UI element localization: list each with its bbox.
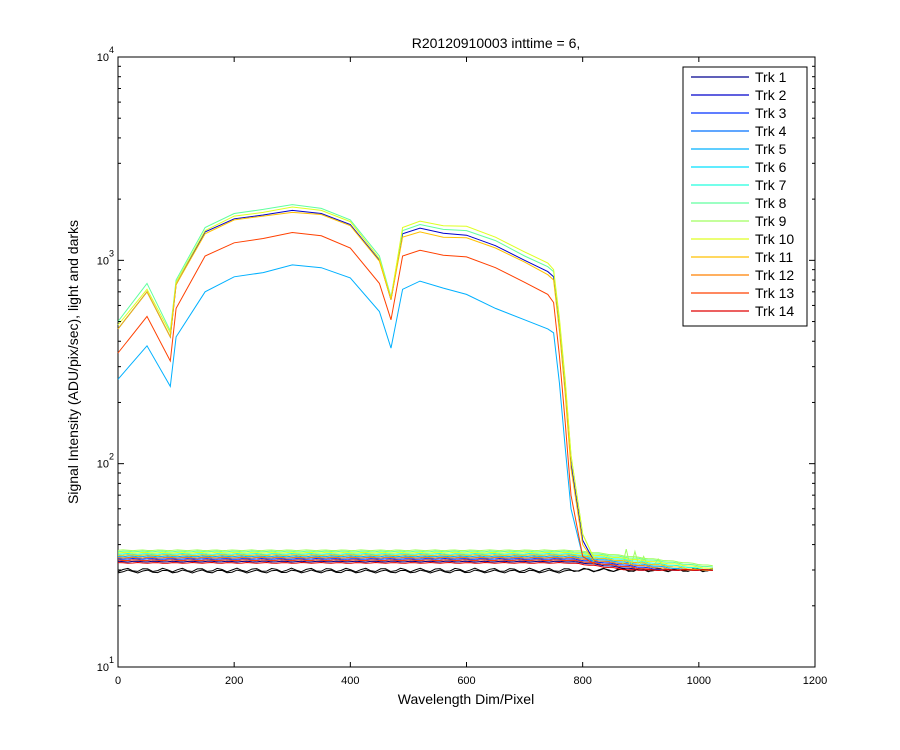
legend-label: Trk 11 bbox=[755, 249, 793, 265]
light-series-line bbox=[117, 206, 595, 560]
dark-series-line bbox=[117, 551, 713, 569]
y-axis-title: Signal Intensity (ADU/pix/sec), light an… bbox=[65, 220, 81, 504]
legend-label: Trk 14 bbox=[755, 303, 794, 319]
dark-series-line bbox=[117, 556, 713, 571]
legend-label: Trk 1 bbox=[755, 69, 787, 85]
x-tick-label: 800 bbox=[573, 675, 591, 687]
dark-floor-line bbox=[117, 567, 714, 574]
legend-label: Trk 5 bbox=[755, 141, 787, 157]
spectral-spike bbox=[630, 549, 639, 565]
legend-label: Trk 9 bbox=[755, 213, 787, 229]
dark-series-line bbox=[117, 555, 713, 571]
x-tick-label: 1000 bbox=[687, 675, 711, 687]
y-tick-label: 103 bbox=[97, 248, 114, 267]
y-tick-base: 10 bbox=[97, 662, 109, 674]
legend-label: Trk 13 bbox=[755, 285, 794, 301]
y-tick-exponent: 1 bbox=[109, 655, 114, 665]
legend-label: Trk 7 bbox=[755, 177, 787, 193]
x-tick-label: 600 bbox=[457, 675, 475, 687]
legend-items: Trk 1 Trk 2 Trk 3 Trk 4 Trk 5 Trk 6 Trk 7 Trk 8… bbox=[691, 69, 794, 319]
y-tick-exponent: 4 bbox=[109, 45, 114, 55]
spectral-spike bbox=[654, 558, 663, 565]
x-tick-label: 400 bbox=[341, 675, 359, 687]
y-tick-label: 104 bbox=[97, 45, 114, 64]
dark-series-line bbox=[117, 559, 713, 571]
legend-label: Trk 3 bbox=[755, 105, 787, 121]
y-tick-exponent: 3 bbox=[109, 248, 114, 258]
legend-label: Trk 2 bbox=[755, 87, 787, 103]
spectral-spike bbox=[639, 555, 648, 565]
legend-label: Trk 6 bbox=[755, 159, 787, 175]
x-tick-label: 0 bbox=[115, 675, 121, 687]
dark-series-line bbox=[117, 550, 713, 568]
legend-box bbox=[682, 66, 808, 327]
series-group bbox=[117, 204, 714, 574]
dark-series-line bbox=[117, 557, 713, 571]
light-series-line bbox=[117, 264, 595, 563]
legend-label: Trk 12 bbox=[755, 267, 794, 283]
y-tick-label: 101 bbox=[97, 655, 114, 674]
dark-series-line bbox=[117, 554, 713, 571]
legend: Trk 1 Trk 2 Trk 3 Trk 4 Trk 5 Trk 6 Trk 7 Trk 8… bbox=[682, 66, 808, 327]
legend-label: Trk 4 bbox=[755, 123, 787, 139]
y-tick-exponent: 2 bbox=[109, 452, 114, 462]
y-tick-base: 10 bbox=[97, 255, 109, 267]
dark-series-line bbox=[117, 561, 713, 571]
dark-series-line bbox=[117, 560, 713, 571]
dark-series-line bbox=[117, 549, 713, 567]
x-axis-title: Wavelength Dim/Pixel bbox=[398, 691, 534, 707]
x-tick-label: 200 bbox=[225, 675, 243, 687]
legend-label: Trk 10 bbox=[755, 231, 794, 247]
y-tick-label: 102 bbox=[97, 452, 114, 471]
y-tick-base: 10 bbox=[97, 459, 109, 471]
light-series-line bbox=[117, 231, 595, 565]
dark-series-line bbox=[117, 552, 713, 571]
spectral-spike bbox=[622, 548, 631, 565]
chart-title: R20120910003 inttime = 6, bbox=[412, 35, 581, 51]
y-tick-base: 10 bbox=[97, 52, 109, 64]
x-tick-label: 1200 bbox=[803, 675, 827, 687]
legend-label: Trk 8 bbox=[755, 195, 787, 211]
light-series-line bbox=[117, 211, 595, 562]
